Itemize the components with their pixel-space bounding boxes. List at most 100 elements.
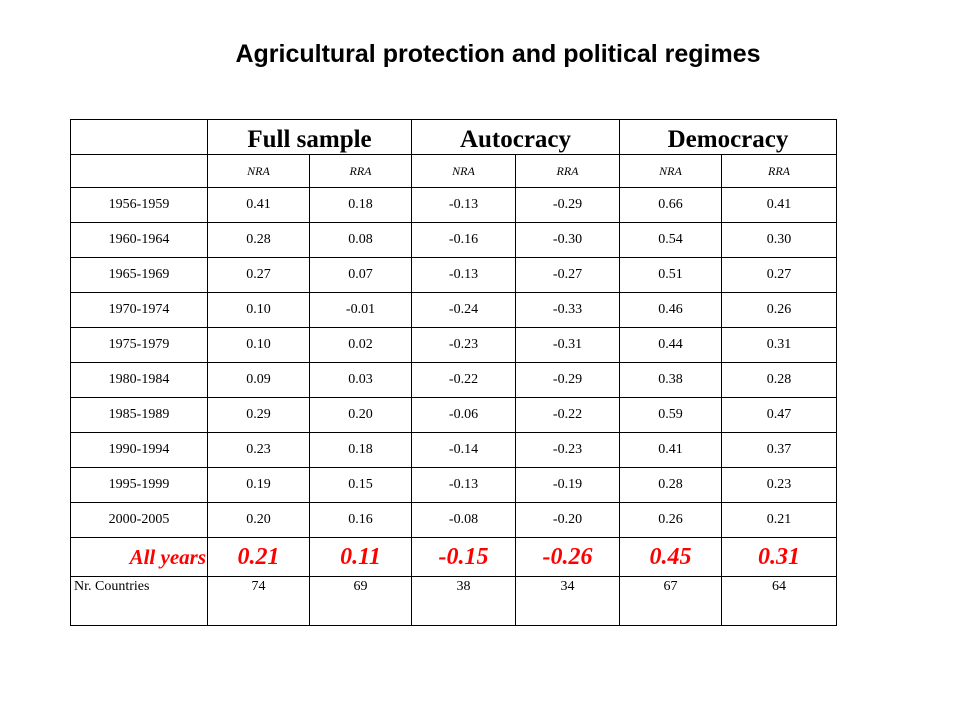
table-cell: 0.66 [619,187,722,223]
table-cell: 0.10 [207,327,310,363]
table-cell: 0.20 [309,397,412,433]
slide-title: Agricultural protection and political re… [235,40,761,68]
period-label: 1985-1989 [70,397,208,433]
table-cell: 0.38 [619,362,722,398]
all-years-cell: 0.45 [619,537,722,577]
table-cell: 0.29 [207,397,310,433]
table-cell: -0.13 [411,187,516,223]
table-cell: 0.23 [721,467,837,503]
period-label: 1980-1984 [70,362,208,398]
table-cell: 0.15 [309,467,412,503]
countries-cell: 67 [619,576,722,626]
period-label: 1960-1964 [70,222,208,258]
table-cell: -0.22 [515,397,620,433]
table-cell: 0.20 [207,502,310,538]
table-row: 1956-1959 0.41 0.18 -0.13 -0.29 0.66 0.41 [70,187,837,223]
table-cell: 0.47 [721,397,837,433]
metric-header-nra: NRA [207,154,310,188]
metric-header-nra: NRA [619,154,722,188]
table-cell: -0.13 [411,257,516,293]
table-cell: -0.23 [515,432,620,468]
all-years-cell: 0.31 [721,537,837,577]
table-cell: 0.41 [619,432,722,468]
table-cell: 0.44 [619,327,722,363]
table-cell: -0.01 [309,292,412,328]
table-cell: 0.46 [619,292,722,328]
table-row: 1975-1979 0.10 0.02 -0.23 -0.31 0.44 0.31 [70,327,837,363]
countries-cell: 69 [309,576,412,626]
table-cell: 0.18 [309,187,412,223]
table-cell: 0.07 [309,257,412,293]
table-cell: 0.28 [207,222,310,258]
countries-cell: 64 [721,576,837,626]
table-cell: 0.51 [619,257,722,293]
period-label: 1956-1959 [70,187,208,223]
all-years-label: All years [70,537,208,577]
table-row: 1985-1989 0.29 0.20 -0.06 -0.22 0.59 0.47 [70,397,837,433]
table-cell: 0.03 [309,362,412,398]
table-body: Full sample Autocracy Democracy NRA RRA NR… [70,119,837,626]
countries-cell: 38 [411,576,516,626]
table-cell: 0.10 [207,292,310,328]
all-years-cell: -0.26 [515,537,620,577]
all-years-cell: -0.15 [411,537,516,577]
table-cell: 0.28 [619,467,722,503]
all-years-cell: 0.11 [309,537,412,577]
group-header-row: Full sample Autocracy Democracy [70,119,837,155]
period-label: 1990-1994 [70,432,208,468]
table-cell: -0.16 [411,222,516,258]
table-cell: -0.24 [411,292,516,328]
table-cell: 0.18 [309,432,412,468]
table-cell: 0.59 [619,397,722,433]
table-cell: 0.08 [309,222,412,258]
table-row: 2000-2005 0.20 0.16 -0.08 -0.20 0.26 0.21 [70,502,837,538]
metric-header-rra: RRA [515,154,620,188]
metric-header-nra: NRA [411,154,516,188]
table-cell: 0.26 [721,292,837,328]
group-header-democracy: Democracy [619,119,837,155]
metric-header-rra: RRA [309,154,412,188]
table-cell: 0.37 [721,432,837,468]
table-cell: 0.02 [309,327,412,363]
table-cell: -0.14 [411,432,516,468]
table-cell: -0.23 [411,327,516,363]
table-cell: 0.28 [721,362,837,398]
table-cell: -0.31 [515,327,620,363]
countries-row: Nr. Countries 74 69 38 34 67 64 [70,576,837,626]
table-cell: 0.30 [721,222,837,258]
table-cell: 0.26 [619,502,722,538]
data-table: Full sample Autocracy Democracy NRA RRA NR… [70,119,837,626]
table-cell: 0.27 [721,257,837,293]
table-cell: 0.19 [207,467,310,503]
table-cell: -0.29 [515,187,620,223]
table-row: 1970-1974 0.10 -0.01 -0.24 -0.33 0.46 0.26 [70,292,837,328]
group-header-full-sample: Full sample [207,119,412,155]
corner-cell [70,119,208,155]
table-row: 1990-1994 0.23 0.18 -0.14 -0.23 0.41 0.37 [70,432,837,468]
table-row: 1995-1999 0.19 0.15 -0.13 -0.19 0.28 0.23 [70,467,837,503]
table-cell: -0.27 [515,257,620,293]
period-label: 1995-1999 [70,467,208,503]
metric-corner-cell [70,154,208,188]
period-label: 2000-2005 [70,502,208,538]
table-row: 1980-1984 0.09 0.03 -0.22 -0.29 0.38 0.28 [70,362,837,398]
table-cell: 0.27 [207,257,310,293]
table-cell: -0.19 [515,467,620,503]
table-cell: -0.20 [515,502,620,538]
table-cell: 0.41 [721,187,837,223]
table-cell: -0.30 [515,222,620,258]
all-years-row: All years 0.21 0.11 -0.15 -0.26 0.45 0.31 [70,537,837,577]
table-cell: 0.16 [309,502,412,538]
table-cell: 0.09 [207,362,310,398]
countries-label: Nr. Countries [70,576,208,626]
table-row: 1960-1964 0.28 0.08 -0.16 -0.30 0.54 0.30 [70,222,837,258]
table-cell: -0.08 [411,502,516,538]
metric-header-rra: RRA [721,154,837,188]
table-cell: 0.54 [619,222,722,258]
period-label: 1970-1974 [70,292,208,328]
countries-cell: 74 [207,576,310,626]
table-cell: 0.41 [207,187,310,223]
metric-header-row: NRA RRA NRA RRA NRA RRA [70,154,837,188]
table-cell: -0.13 [411,467,516,503]
table-cell: 0.31 [721,327,837,363]
